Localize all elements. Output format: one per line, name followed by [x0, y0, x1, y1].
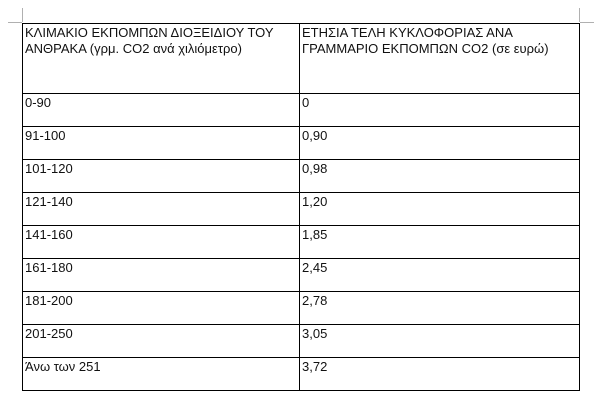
table-row: 91-100 0,90	[22, 126, 580, 160]
fee-cell: 0,98	[299, 159, 580, 193]
fee-cell: 1,20	[299, 192, 580, 226]
fee-cell: 2,78	[299, 291, 580, 325]
table-row: 201-250 3,05	[22, 324, 580, 358]
crop-mark	[580, 22, 594, 23]
header-row: ΚΛΙΜΑΚΙΟ ΕΚΠΟΜΠΩΝ ΔΙΟΞΕΙΔΙΟΥ ΤΟΥ ΑΝΘΡΑΚΑ…	[22, 23, 580, 94]
fee-cell: 0,90	[299, 126, 580, 160]
range-cell: 181-200	[22, 291, 300, 325]
crop-mark	[22, 8, 23, 22]
range-cell: 91-100	[22, 126, 300, 160]
range-cell: Άνω των 251	[22, 357, 300, 391]
table-row: 141-160 1,85	[22, 225, 580, 259]
table-row: 0-90 0	[22, 93, 580, 127]
table-row: 161-180 2,45	[22, 258, 580, 292]
fee-cell: 3,05	[299, 324, 580, 358]
fee-cell: 0	[299, 93, 580, 127]
table-row: 101-120 0,98	[22, 159, 580, 193]
emissions-table: ΚΛΙΜΑΚΙΟ ΕΚΠΟΜΠΩΝ ΔΙΟΞΕΙΔΙΟΥ ΤΟΥ ΑΝΘΡΑΚΑ…	[22, 23, 580, 391]
header-cell: ΚΛΙΜΑΚΙΟ ΕΚΠΟΜΠΩΝ ΔΙΟΞΕΙΔΙΟΥ ΤΟΥ ΑΝΘΡΑΚΑ…	[22, 23, 300, 94]
table-row: Άνω των 251 3,72	[22, 357, 580, 391]
crop-mark	[8, 22, 22, 23]
fee-cell: 1,85	[299, 225, 580, 259]
fee-cell: 2,45	[299, 258, 580, 292]
table-body: ΚΛΙΜΑΚΙΟ ΕΚΠΟΜΠΩΝ ΔΙΟΞΕΙΔΙΟΥ ΤΟΥ ΑΝΘΡΑΚΑ…	[22, 23, 580, 391]
table-row: 121-140 1,20	[22, 192, 580, 226]
crop-mark	[579, 8, 580, 22]
range-cell: 141-160	[22, 225, 300, 259]
range-cell: 101-120	[22, 159, 300, 193]
header-cell: ΕΤΗΣΙΑ ΤΕΛΗ ΚΥΚΛΟΦΟΡΙΑΣ ΑΝΑ ΓΡΑΜΜΑΡΙΟ ΕΚ…	[299, 23, 580, 94]
range-cell: 121-140	[22, 192, 300, 226]
range-cell: 161-180	[22, 258, 300, 292]
range-cell: 201-250	[22, 324, 300, 358]
fee-cell: 3,72	[299, 357, 580, 391]
table-row: 181-200 2,78	[22, 291, 580, 325]
range-cell: 0-90	[22, 93, 300, 127]
